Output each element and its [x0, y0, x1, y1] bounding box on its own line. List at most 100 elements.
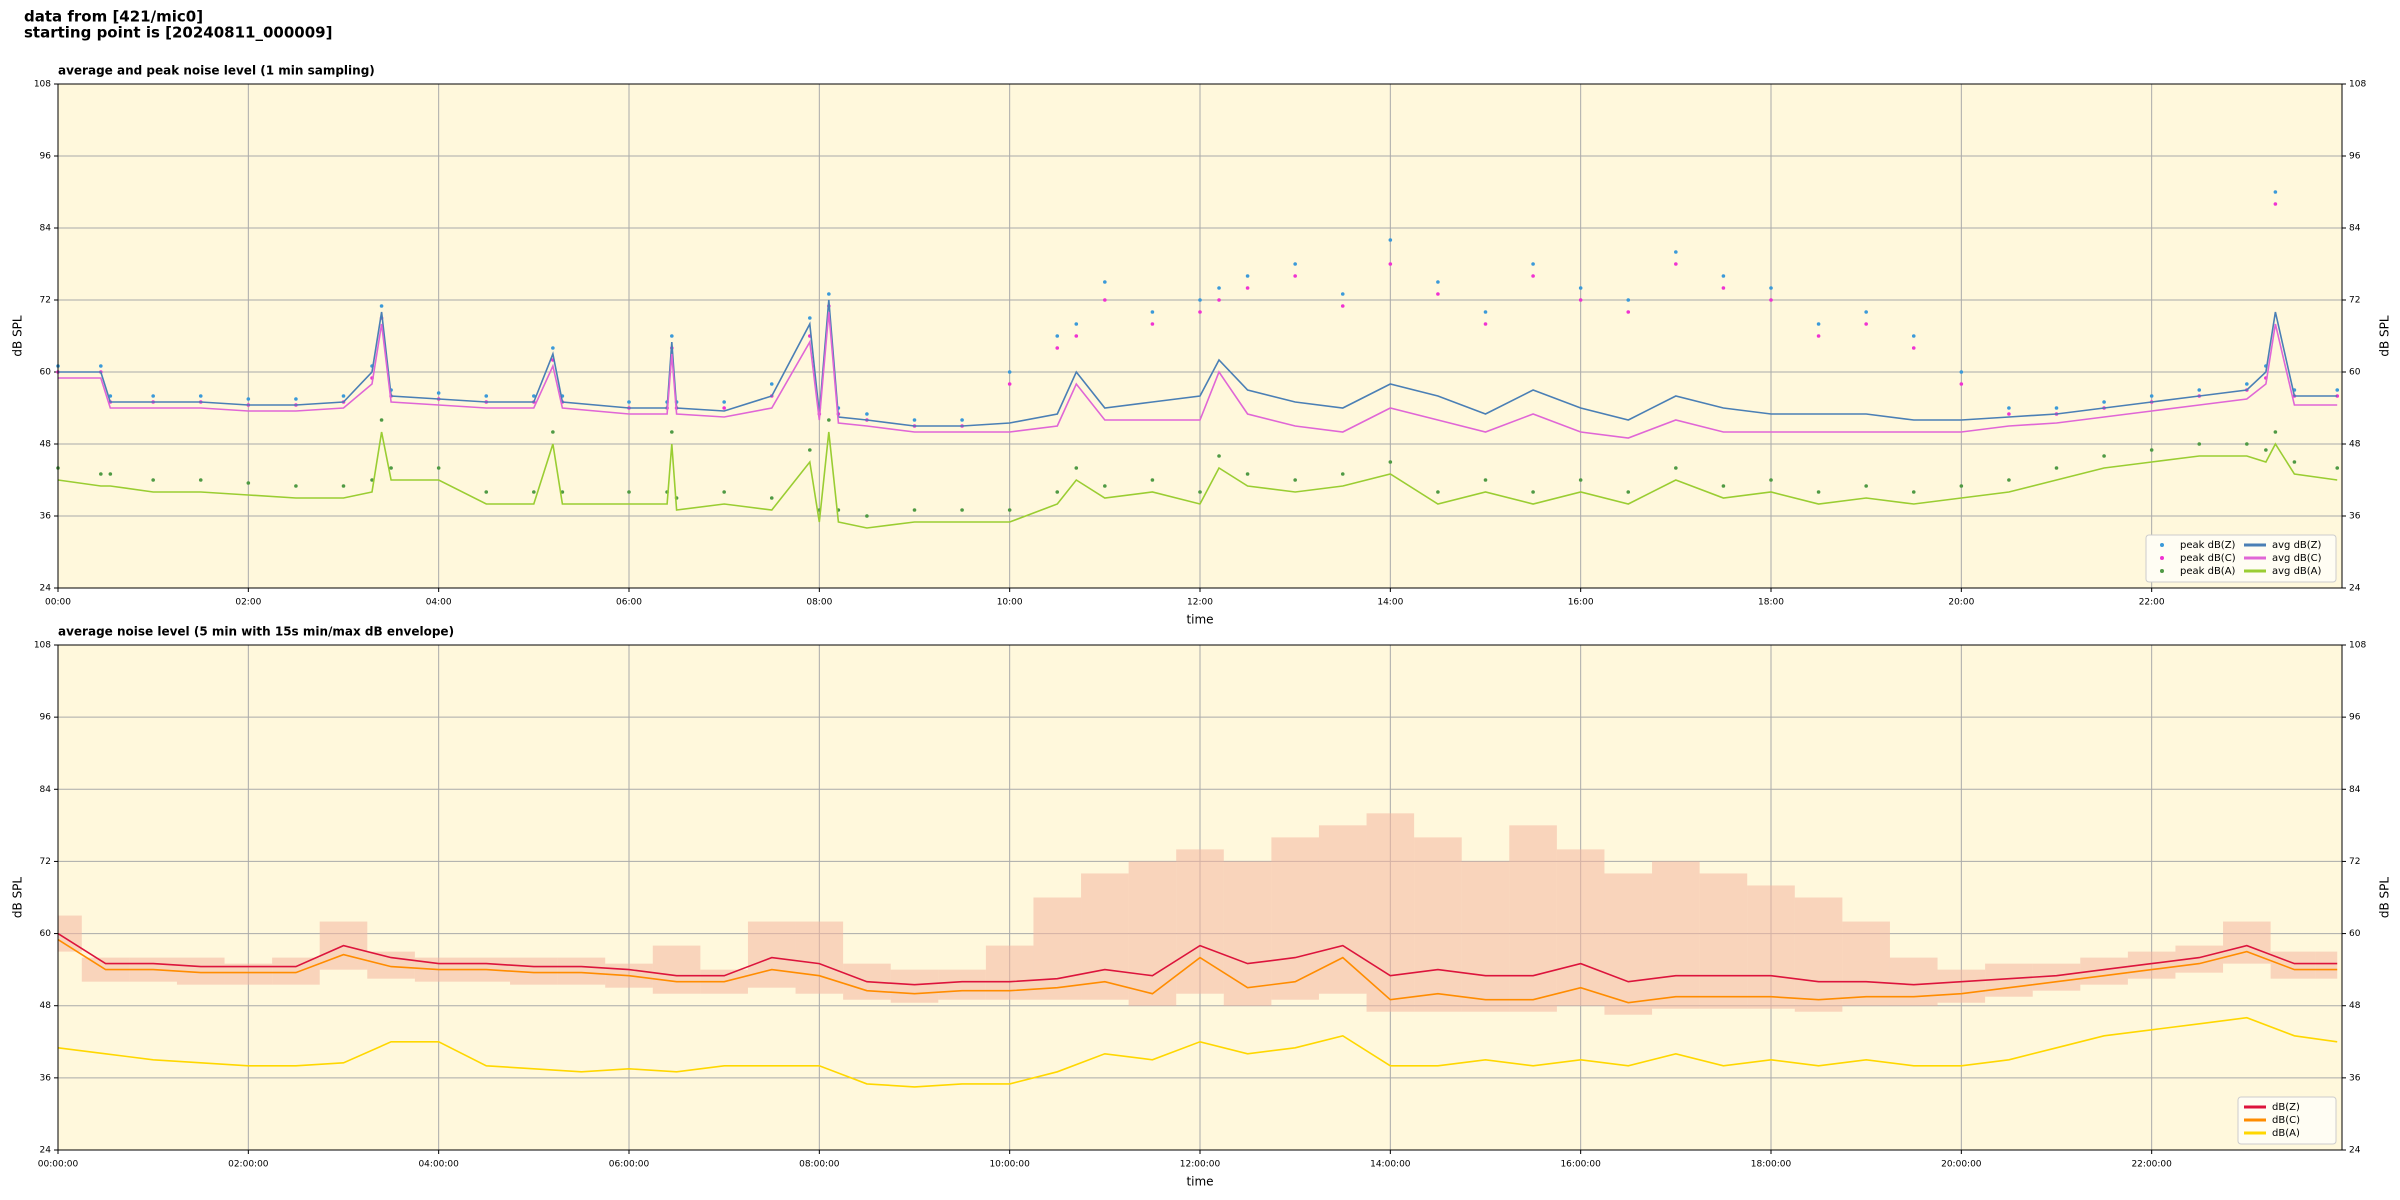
y-tick-label-right: 96	[2349, 152, 2361, 162]
legend-label: dB(A)	[2272, 1128, 2300, 1139]
x-tick-label: 04:00	[426, 598, 452, 608]
envelope-band	[1081, 873, 1129, 1000]
peak-dot	[912, 508, 917, 512]
series-line	[58, 311, 2338, 439]
y-tick-label: 36	[40, 1073, 52, 1083]
x-tick-label: 20:00	[1948, 598, 1974, 608]
peak-dot	[551, 346, 555, 350]
x-tick-label: 14:00:00	[1370, 1160, 1411, 1170]
peak-dot	[1959, 382, 1964, 386]
legend-label: avg dB(C)	[2272, 553, 2322, 564]
y-tick-label: 36	[40, 512, 52, 522]
y-tick-label: 60	[40, 368, 52, 378]
series-line	[57, 1016, 2338, 1088]
envelope-band	[985, 945, 1034, 1000]
peak-dot	[2102, 400, 2106, 404]
peak-dot	[2007, 478, 2011, 482]
peak-dot	[1674, 262, 1678, 266]
peak-dot	[1674, 466, 1678, 470]
peak-dot	[1531, 274, 1535, 278]
peak-dot	[1674, 250, 1678, 254]
peak-dot	[2197, 442, 2202, 446]
y-tick-label: 108	[34, 80, 51, 90]
peak-dot	[1864, 484, 1868, 488]
peak-dot	[1436, 292, 1440, 296]
peak-dot	[389, 466, 393, 470]
peak-dot	[341, 484, 346, 488]
y-tick-label: 72	[40, 857, 51, 867]
peak-dot	[436, 391, 441, 395]
peak-dot	[1007, 370, 1012, 374]
peak-dot	[627, 490, 631, 494]
peak-dot	[1626, 490, 1631, 494]
y-tick-label-right: 48	[2349, 440, 2361, 450]
peak-dot	[1103, 280, 1107, 284]
peak-dot	[1911, 490, 1916, 494]
peak-dot	[808, 448, 812, 452]
peak-dot	[1816, 334, 1821, 338]
y-tick-label-right: 108	[2349, 80, 2366, 90]
peak-dot	[484, 394, 489, 398]
peak-dot	[960, 418, 964, 422]
peak-dot	[370, 478, 374, 482]
peak-dot	[1198, 310, 1202, 314]
envelope-band	[1366, 813, 1415, 1012]
peak-dot	[532, 394, 536, 398]
peak-dot	[670, 334, 674, 338]
peak-dot	[1816, 490, 1821, 494]
envelope-band	[890, 969, 939, 1003]
peak-dot	[1769, 286, 1773, 290]
y-tick-label-right: 72	[2349, 296, 2360, 306]
peak-dot	[1293, 274, 1297, 278]
peak-dot	[1531, 262, 1535, 266]
peak-dot	[99, 472, 103, 476]
x-axis-label: time	[1186, 613, 1213, 627]
peak-dot	[246, 481, 251, 485]
peak-dot	[2007, 412, 2011, 416]
legend-label: dB(C)	[2272, 1115, 2300, 1126]
peak-dot	[1340, 304, 1345, 308]
peak-dot	[769, 496, 774, 500]
peak-dot	[865, 412, 869, 416]
peak-dot	[551, 430, 555, 434]
plot-frame	[57, 644, 2343, 1151]
peak-dot	[1626, 310, 1631, 314]
legend-label: peak dB(A)	[2180, 566, 2236, 577]
peak-dot	[151, 478, 155, 482]
peak-dot	[1864, 322, 1868, 326]
peak-dot	[627, 400, 631, 404]
envelope-band	[652, 945, 701, 994]
peak-dot	[1217, 286, 1221, 290]
x-tick-label: 18:00:00	[1751, 1160, 1792, 1170]
peak-dot	[1007, 382, 1012, 386]
envelope-band	[1842, 921, 1890, 1006]
peak-dot	[1388, 262, 1393, 266]
peak-dot	[1055, 346, 1060, 350]
peak-dot	[1483, 310, 1488, 314]
x-tick-label: 12:00:00	[1180, 1160, 1221, 1170]
peak-dot	[2197, 388, 2202, 392]
peak-dot	[198, 394, 203, 398]
y-tick-label-right: 48	[2349, 1001, 2361, 1011]
peak-dot	[1864, 310, 1868, 314]
peak-dot	[2007, 406, 2011, 410]
header-line: data from [421/mic0]	[24, 8, 203, 26]
chart-title: average and peak noise level (1 min samp…	[58, 64, 375, 78]
peak-dot	[1055, 334, 1060, 338]
envelope-band	[1556, 849, 1605, 1006]
y-tick-label: 24	[40, 1146, 52, 1156]
peak-dot	[1007, 508, 1012, 512]
x-tick-label: 16:00:00	[1560, 1160, 1601, 1170]
peak-dot	[2102, 454, 2106, 458]
envelope-band	[1652, 861, 1700, 1009]
x-tick-label: 00:00:00	[38, 1160, 79, 1170]
peak-dot	[1816, 322, 1821, 326]
envelope-band	[938, 969, 986, 1000]
peak-dot	[1293, 478, 1297, 482]
envelope-band	[1604, 873, 1653, 1015]
peak-dot	[1436, 490, 1440, 494]
peak-dot	[2245, 382, 2249, 386]
envelope-band	[1747, 885, 1795, 1009]
series-line	[58, 299, 2338, 427]
